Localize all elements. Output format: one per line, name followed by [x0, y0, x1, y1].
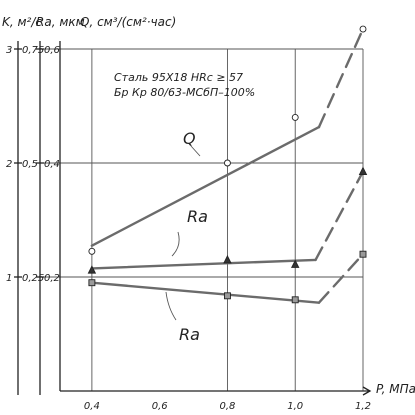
series-1-point-2 [290, 259, 300, 268]
series-0-dashed [317, 27, 365, 129]
annotation-bronze: Бр Кр 80/63-МСбП–100% [114, 86, 255, 99]
leader-ra-low [165, 291, 177, 321]
annotation-steel: Сталь 95Х18 HRc ≥ 57 [114, 71, 243, 84]
leader-ra-mid [171, 231, 180, 257]
series-2-point-2 [291, 296, 299, 304]
grid [42, 48, 364, 391]
series-layer [90, 27, 365, 304]
series-label-q: Q [183, 129, 196, 148]
axis-title-q: Q, см³/(см²·час) [80, 15, 176, 29]
series-0-point-1 [223, 159, 231, 167]
axis-title-ra: Ra, мкм [36, 15, 85, 29]
leader-q [190, 145, 201, 157]
series-2-point-0 [88, 279, 96, 287]
series-0-solid [90, 125, 321, 247]
tick-label-k-2: 3 [6, 45, 12, 56]
axis-title-k: K, м²/с [2, 15, 42, 29]
series-2-solid [90, 281, 321, 304]
tick-label-x-0: 0,4 [84, 401, 100, 412]
series-2-point-3 [359, 250, 367, 258]
series-0-point-0 [88, 247, 96, 255]
tick-label-q-1: 0,4 [44, 159, 60, 170]
series-label-ra-low: Ra [179, 325, 200, 344]
tick-label-x-4: 1,2 [355, 401, 371, 412]
series-0-point-2 [291, 113, 299, 121]
series-2-dashed [317, 252, 365, 304]
tick-label-ra-2: 0,75 [22, 45, 44, 56]
tick-label-q-0: 0,2 [44, 273, 60, 284]
x-axis-arrow [362, 386, 372, 396]
axis-title-x: P, МПа [376, 382, 415, 396]
series-1-solid [90, 258, 317, 270]
tick-label-k-1: 2 [6, 159, 12, 170]
marker-layer [87, 25, 368, 304]
series-1-dashed [314, 170, 365, 262]
series-1-point-3 [358, 166, 368, 175]
tick-label-x-1: 0,6 [152, 401, 168, 412]
series-1-point-1 [223, 254, 232, 264]
tick-label-ra-1: 0,5 [22, 159, 38, 170]
series-2-point-1 [223, 292, 231, 300]
tick-label-x-3: 1,0 [287, 401, 303, 412]
axes [17, 41, 372, 396]
tick-label-k-0: 1 [6, 273, 12, 284]
tick-label-ra-0: 0,25 [22, 273, 44, 284]
series-0-point-3 [359, 25, 367, 33]
tick-label-x-2: 0,8 [219, 401, 235, 412]
series-label-ra-mid: Ra [187, 207, 208, 226]
tick-label-q-2: 0,6 [44, 45, 60, 56]
series-1-point-0 [87, 265, 97, 274]
